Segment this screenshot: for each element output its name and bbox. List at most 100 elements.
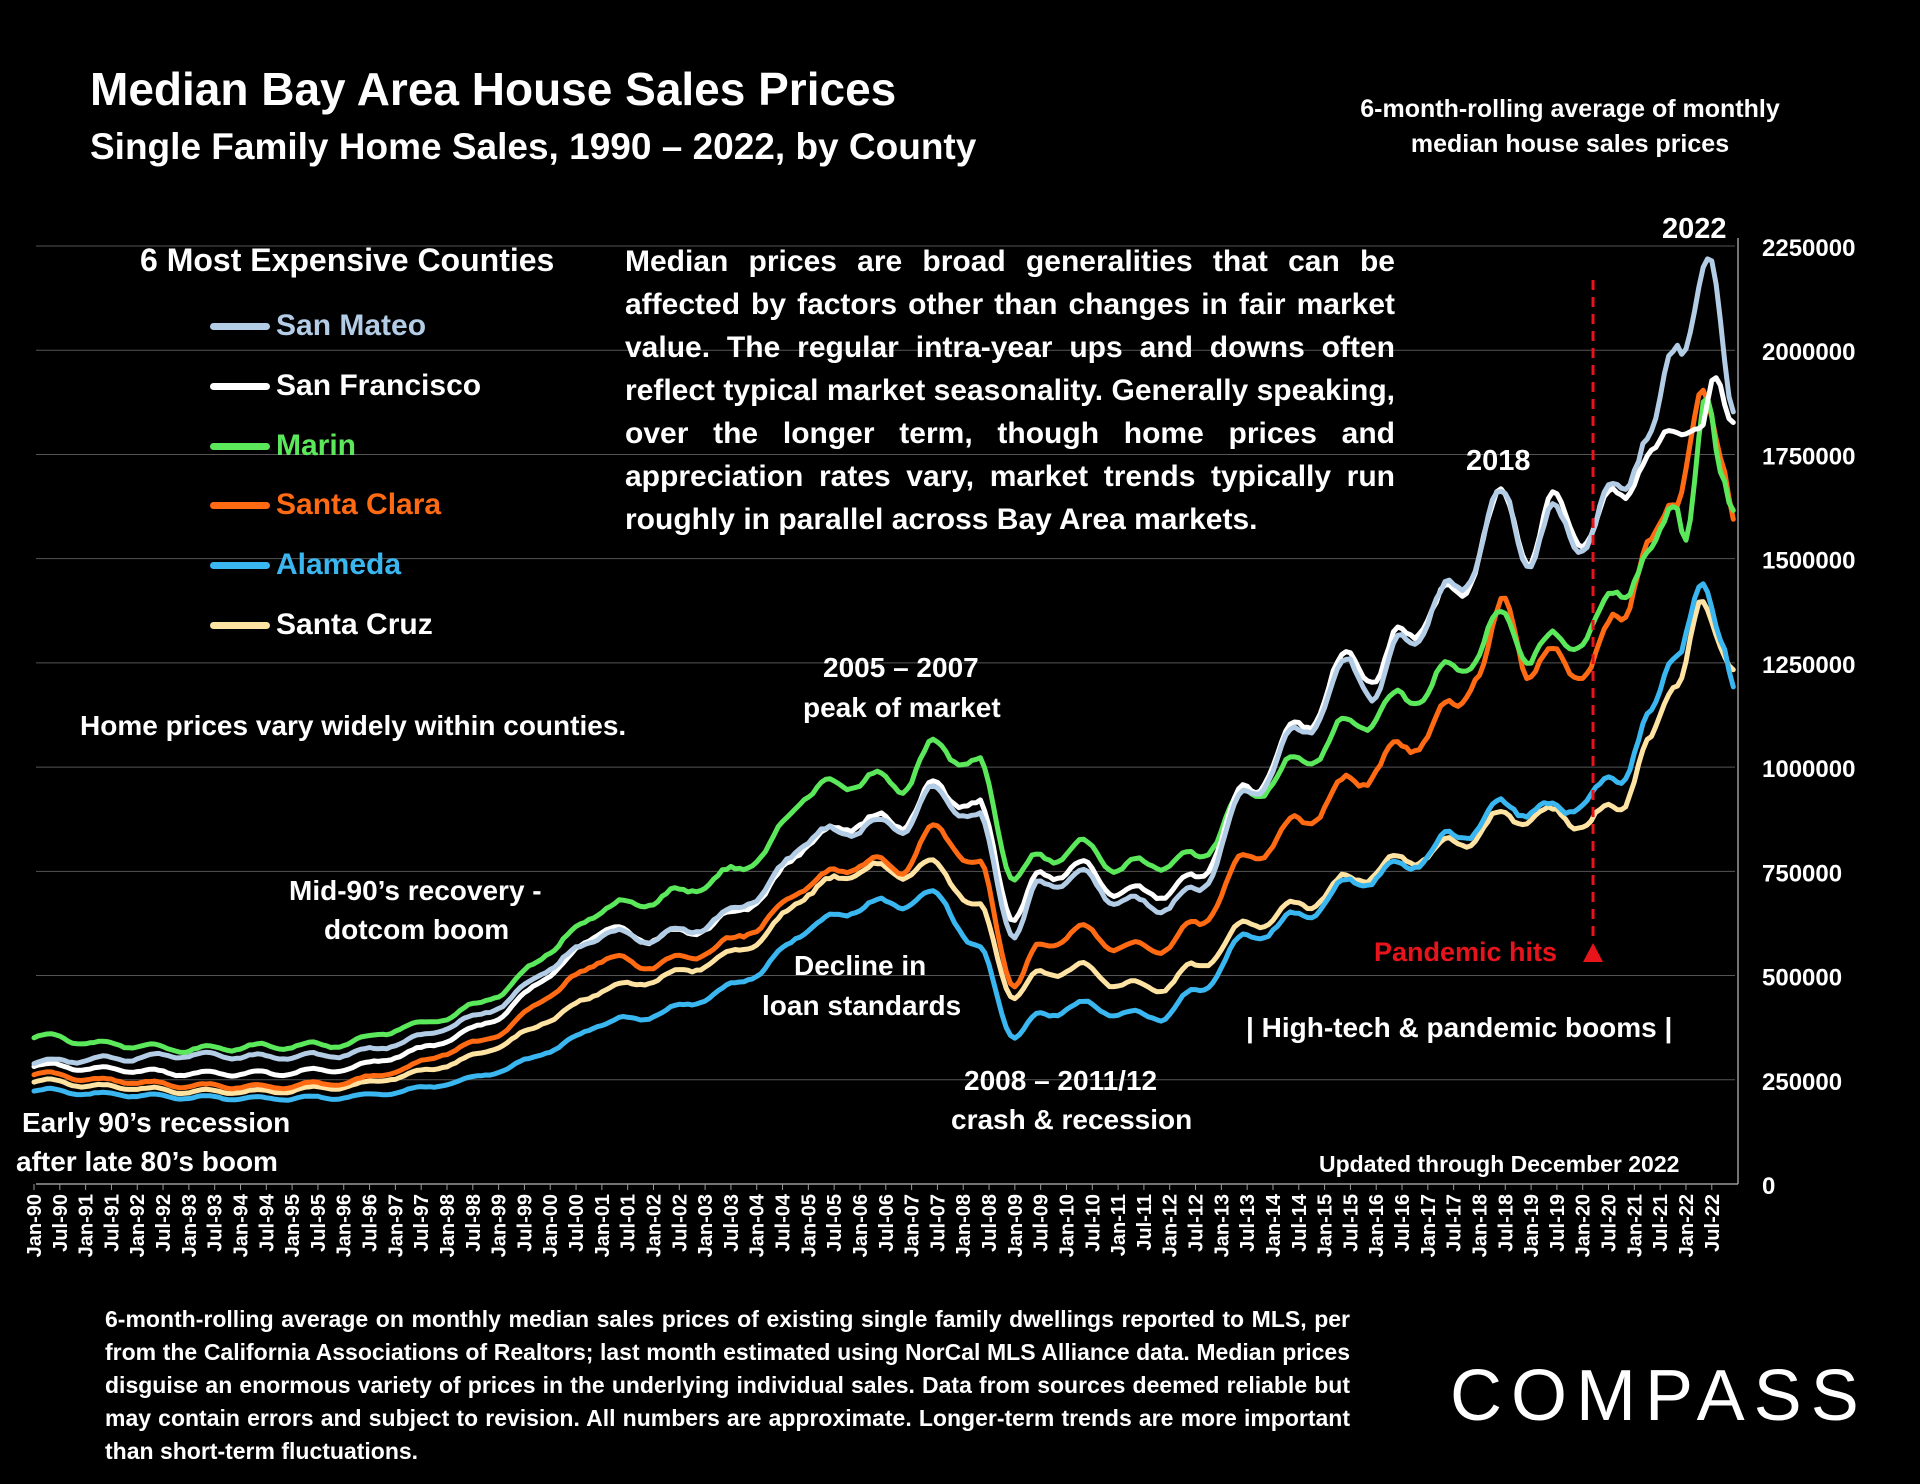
x-tick-label: Jul-21 xyxy=(1650,1194,1672,1252)
legend-swatch xyxy=(210,382,270,390)
x-tick-label: Jan-09 xyxy=(1005,1194,1027,1257)
x-tick-label: Jan-98 xyxy=(437,1194,459,1257)
x-tick-label: Jul-13 xyxy=(1237,1194,1259,1252)
x-tick-label: Jul-22 xyxy=(1702,1194,1724,1252)
x-tick-label: Jan-15 xyxy=(1315,1194,1337,1257)
x-tick-label: Jul-92 xyxy=(153,1194,175,1252)
annotation-decline-line1: Decline in xyxy=(794,950,927,981)
annotation-peak-line2: peak of market xyxy=(803,692,1001,723)
x-tick-label: Jan-16 xyxy=(1366,1194,1388,1257)
x-tick-label: Jul-96 xyxy=(360,1194,382,1252)
y-tick-label: 250000 xyxy=(1762,1069,1842,1096)
x-tick-label: Jan-13 xyxy=(1211,1194,1233,1257)
x-tick-label: Jan-18 xyxy=(1469,1194,1491,1257)
pandemic-triangle-icon xyxy=(1583,943,1604,962)
legend-label: Santa Cruz xyxy=(276,608,433,641)
y-tick-label: 2000000 xyxy=(1762,339,1855,366)
y-tick-label: 750000 xyxy=(1762,860,1842,887)
legend-swatch xyxy=(210,442,270,450)
series-line-marin xyxy=(31,395,1736,1055)
x-tick-label: Jan-19 xyxy=(1521,1194,1543,1257)
rolling-average-note: 6-month-rolling average of monthly media… xyxy=(1360,95,1780,158)
legend-title: 6 Most Expensive Counties xyxy=(140,242,555,278)
x-tick-label: Jan-20 xyxy=(1573,1194,1595,1257)
x-tick-label: Jul-98 xyxy=(463,1194,485,1252)
legend-swatch xyxy=(210,621,270,629)
annotation-early-line2: after late 80’s boom xyxy=(16,1146,278,1177)
annotation-mid90-line2: dotcom boom xyxy=(324,914,510,945)
x-tick-label: Jan-00 xyxy=(540,1194,562,1257)
legend-item-san-francisco: San Francisco xyxy=(210,366,481,406)
legend-label: Santa Clara xyxy=(276,488,442,521)
x-tick-label: Jul-90 xyxy=(50,1194,72,1252)
series-line-san-francisco xyxy=(31,375,1736,1079)
x-tick-label: Jan-97 xyxy=(385,1194,407,1257)
x-tick-label: Jan-95 xyxy=(282,1194,304,1257)
y-tick-label: 0 xyxy=(1762,1173,1775,1200)
footnote: 6-month-rolling average on monthly media… xyxy=(105,1306,1350,1464)
x-tick-label: Jul-18 xyxy=(1495,1194,1517,1252)
y-tick-label: 2250000 xyxy=(1762,235,1855,262)
annotation-vary: Home prices vary widely within counties. xyxy=(80,710,627,741)
series-line-santa-clara xyxy=(31,387,1736,1092)
x-tick-label: Jul-07 xyxy=(927,1194,949,1252)
x-tick-label: Jan-92 xyxy=(127,1194,149,1257)
x-tick-label: Jul-09 xyxy=(1031,1194,1053,1252)
chart-subtitle: Single Family Home Sales, 1990 – 2022, b… xyxy=(90,126,977,167)
disclaimer-text: Median prices are broad generalities tha… xyxy=(625,245,1395,536)
chart-plot: 0 250000 500000 750000 1000000 1250000 1500000… xyxy=(24,235,1855,1257)
x-tick-label: Jul-19 xyxy=(1547,1194,1569,1252)
y-axis-ticks: 0 250000 500000 750000 1000000 1250000 1500000… xyxy=(1762,235,1855,1200)
pandemic-marker xyxy=(1583,280,1604,962)
legend-item-santa-clara: Santa Clara xyxy=(210,485,441,525)
x-tick-label: Jul-93 xyxy=(205,1194,227,1252)
series-lines xyxy=(31,256,1736,1103)
x-tick-label: Jan-99 xyxy=(489,1194,511,1257)
annotation-updated: Updated through December 2022 xyxy=(1319,1151,1680,1177)
x-axis-ticks: Jan-90 Jul-90 Jan-91 Jul-91 Jan-92 Jul-92 Jan-… xyxy=(24,1184,1724,1257)
x-tick-label: Jan-05 xyxy=(798,1194,820,1257)
x-tick-label: Jan-22 xyxy=(1676,1194,1698,1257)
x-tick-label: Jan-10 xyxy=(1056,1194,1078,1257)
x-tick-label: Jan-06 xyxy=(850,1194,872,1257)
x-tick-label: Jan-21 xyxy=(1624,1194,1646,1257)
annotation-early-line1: Early 90’s recession xyxy=(22,1107,291,1138)
legend-label: Marin xyxy=(276,429,357,462)
x-tick-label: Jul-17 xyxy=(1444,1194,1466,1252)
x-tick-label: Jul-06 xyxy=(876,1194,898,1252)
x-tick-label: Jan-04 xyxy=(747,1193,769,1257)
annotation-decline-line2: loan standards xyxy=(762,990,962,1021)
x-tick-label: Jan-93 xyxy=(179,1194,201,1257)
x-tick-label: Jul-95 xyxy=(308,1194,330,1252)
annotation-mid90-line1: Mid-90’s recovery - xyxy=(289,875,542,906)
series-line-alameda xyxy=(31,581,1736,1103)
x-tick-label: Jul-00 xyxy=(566,1194,588,1252)
x-tick-label: Jul-03 xyxy=(721,1194,743,1252)
x-tick-label: Jul-10 xyxy=(1082,1194,1104,1252)
x-tick-label: Jul-11 xyxy=(1134,1194,1156,1251)
y-tick-label: 1250000 xyxy=(1762,652,1855,679)
x-tick-label: Jan-07 xyxy=(902,1194,924,1257)
annotation-hightech: | High-tech & pandemic booms | xyxy=(1246,1012,1673,1043)
x-tick-label: Jan-01 xyxy=(592,1194,614,1257)
compass-logo: COMPASS xyxy=(1450,1356,1868,1436)
x-tick-label: Jan-08 xyxy=(953,1194,975,1257)
label-2022: 2022 xyxy=(1662,213,1727,245)
x-tick-label: Jul-08 xyxy=(979,1194,1001,1252)
x-tick-label: Jul-12 xyxy=(1186,1194,1208,1252)
x-tick-label: Jul-20 xyxy=(1599,1194,1621,1252)
x-tick-label: Jan-14 xyxy=(1263,1193,1285,1257)
x-tick-label: Jul-15 xyxy=(1340,1194,1362,1252)
x-tick-label: Jul-99 xyxy=(514,1194,536,1252)
x-tick-label: Jan-96 xyxy=(334,1194,356,1257)
legend-label: San Mateo xyxy=(276,309,427,342)
y-tick-label: 1000000 xyxy=(1762,756,1855,783)
annotation-peak-line1: 2005 – 2007 xyxy=(823,652,979,683)
legend-label: San Francisco xyxy=(276,369,482,402)
chart-title: Median Bay Area House Sales Prices xyxy=(90,63,897,115)
x-tick-label: Jul-16 xyxy=(1392,1194,1414,1252)
x-tick-label: Jan-02 xyxy=(643,1194,665,1257)
x-tick-label: Jul-94 xyxy=(256,1193,278,1252)
x-tick-label: Jul-02 xyxy=(669,1194,691,1252)
legend-label: Alameda xyxy=(276,548,402,581)
